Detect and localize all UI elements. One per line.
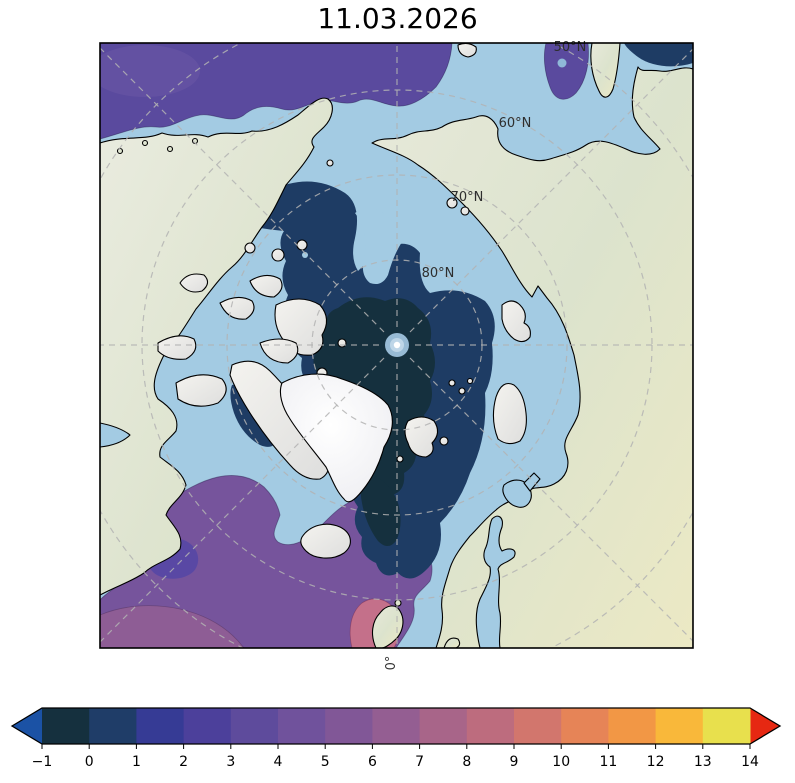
colorbar-segment xyxy=(372,708,421,744)
colorbar-segment xyxy=(89,708,137,744)
land-iceland xyxy=(300,523,351,559)
colorbar-tick-label: 9 xyxy=(510,754,519,770)
polynya-spot xyxy=(302,252,308,258)
colorbar-segment xyxy=(183,708,232,744)
colorbar-tick-label: 14 xyxy=(741,754,759,770)
land-north-america xyxy=(100,97,333,596)
colorbar-segment xyxy=(230,708,279,744)
bering-warmer-patch xyxy=(100,45,200,97)
colorbar-tick-label: 1 xyxy=(132,754,141,770)
colorbar-tick-label: 7 xyxy=(415,754,424,770)
greenland-ice-sheet xyxy=(279,373,393,503)
okhotsk-cool-spot xyxy=(557,58,567,68)
high-arctic-islands xyxy=(116,43,531,463)
okhotsk-warm-region xyxy=(543,43,589,100)
atlantic-warmer-band xyxy=(100,605,245,648)
lat-label-70n: 70°N xyxy=(451,190,484,205)
colorbar-segment xyxy=(42,708,90,744)
colorbar: −1 0 1 2 3 4 5 6 7 8 9 10 11 12 13 14 xyxy=(10,707,782,770)
colorbar-tick-label: 3 xyxy=(226,754,235,770)
coldest-core-tongue xyxy=(360,473,401,546)
colorbar-tick-label: 6 xyxy=(368,754,377,770)
colorbar-tick-label: 8 xyxy=(462,754,471,770)
colorbar-tick-label: 2 xyxy=(179,754,188,770)
colorbar-segment xyxy=(136,708,185,744)
colorbar-tick-label: 4 xyxy=(274,754,283,770)
land-denmark xyxy=(443,637,461,648)
pacific-cold-patch xyxy=(624,43,693,67)
land-eurasia xyxy=(371,66,693,648)
colorbar-segment xyxy=(325,708,373,744)
baltic-sea xyxy=(475,515,516,648)
white-sea xyxy=(502,479,532,508)
colorbar-segment xyxy=(702,708,751,744)
colorbar-over-arrow xyxy=(750,708,780,744)
colorbar-tick-label: 5 xyxy=(321,754,330,770)
colorbar-segment xyxy=(278,708,326,744)
hudson-inlet xyxy=(100,422,131,448)
colorbar-under-arrow xyxy=(12,708,42,744)
colorbar-segment xyxy=(655,708,704,744)
map-frame xyxy=(99,42,694,649)
colorbar-segment xyxy=(561,708,609,744)
colorbar-tick-label: 11 xyxy=(599,754,617,770)
arctic-archipelago xyxy=(157,239,347,480)
lat-label-80n: 80°N xyxy=(422,266,455,281)
land-kamchatka xyxy=(590,43,621,98)
colorbar-segment xyxy=(466,708,515,744)
scotland-isle xyxy=(394,599,402,607)
arctic-bay-notch xyxy=(355,208,404,284)
colorbar-segment xyxy=(608,708,657,744)
colorbar-tick-label: 0 xyxy=(85,754,94,770)
north-pole-marker xyxy=(385,333,409,357)
arctic-map: 50°N 60°N 70°N 80°N xyxy=(99,40,694,649)
land-uk xyxy=(371,605,404,648)
colorbar-tick-label: 13 xyxy=(694,754,712,770)
colorbar-tick-label: 12 xyxy=(647,754,665,770)
figure-title: 11.03.2026 xyxy=(317,2,478,35)
colorbar-segment xyxy=(514,708,562,744)
colorbar-tick-label: 10 xyxy=(552,754,570,770)
colorbar-tick-label: −1 xyxy=(32,754,53,770)
lat-label-60n: 60°N xyxy=(499,116,532,131)
white-sea-channel xyxy=(523,472,541,492)
lon-label-0deg: 0° xyxy=(384,655,399,671)
colorbar-segment xyxy=(419,708,468,744)
